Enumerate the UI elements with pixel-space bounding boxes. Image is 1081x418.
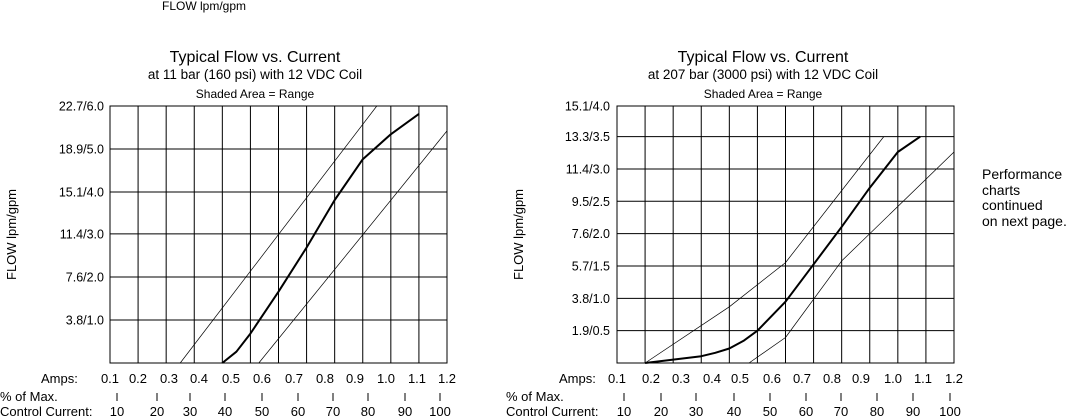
plot-frame [616,105,955,364]
series-line-range [644,136,885,364]
x-tick-label-amps: 0.5 [731,371,749,386]
series-line-nominal [644,135,921,364]
chart-note: Shaded Area = Range [704,87,823,101]
x-tick-label-pct: 10 [617,404,631,418]
y-axis-label: FLOW lpm/gpm [4,189,19,280]
x-tick-label-amps: 0.4 [703,371,721,386]
side-note: Performance charts continued on next pag… [982,166,1067,229]
x-tick-label-pct: 80 [361,404,375,418]
x-tick-label-pct: 40 [727,404,741,418]
x-tick-label-amps: 0.8 [316,371,334,386]
chart-subtitle: at 11 bar (160 psi) with 12 VDC Coil [148,67,362,82]
x-tick-label-amps: 1.2 [438,371,456,386]
header-label: FLOW lpm/gpm [162,0,247,13]
x-tick-label-amps: 0.5 [222,371,240,386]
y-tick-label: 3.8/1.0 [66,313,104,327]
x-tick-label-amps: 0.2 [129,371,147,386]
x-tick-label-pct: 30 [689,404,703,418]
x-tick-label-amps: 0.6 [763,371,781,386]
side-note-line: continued [982,197,1043,213]
y-tick-label: 7.6/2.0 [66,270,104,284]
x-tick-label-pct: 60 [291,404,305,418]
x-tick-label-pct: 70 [834,404,848,418]
x-tick-label-amps: 0.1 [608,371,626,386]
x-axis-label-amps: Amps: [559,371,596,386]
x-tick-label-amps: 0.3 [160,371,178,386]
x-tick-label-pct: 70 [326,404,340,418]
x-tick-label-pct: 100 [429,404,451,418]
y-tick-label: 22.7/6.0 [59,100,104,114]
x-tick-label-amps: 0.7 [793,371,811,386]
y-tick-label: 1.9/0.5 [572,324,610,338]
x-axis-label-control: Control Current: [0,404,92,418]
y-tick-label: 15.1/4.0 [565,100,610,114]
x-tick-label-amps: 0.7 [285,371,303,386]
y-tick-label: 9.5/2.5 [572,195,610,209]
y-tick-label: 13.3/3.5 [565,130,610,144]
x-tick-label-pct: 90 [398,404,412,418]
x-tick-label-pct: 40 [218,404,232,418]
x-axis-label-control: Control Current: [506,404,598,418]
x-tick-label-pct: 50 [255,404,269,418]
x-tick-label-pct: 60 [799,404,813,418]
x-tick-label-amps: 0.3 [672,371,690,386]
x-axis-label-pct: % of Max. [0,389,58,404]
side-note-line: charts [982,181,1021,198]
series-line-range [258,130,448,364]
x-tick-label-amps: 1.1 [408,371,426,386]
x-tick-label-pct: 100 [939,404,961,418]
y-tick-label: 15.1/4.0 [59,186,104,200]
x-tick-label-pct: 80 [870,404,884,418]
x-tick-label-amps: 0.1 [101,371,119,386]
plot-frame [109,105,448,364]
chart-subtitle: at 207 bar (3000 psi) with 12 VDC Coil [648,67,878,82]
x-tick-label-amps: 1.1 [914,371,932,386]
y-tick-label: 11.4/3.0 [566,162,610,176]
series-line-nominal [221,113,420,364]
x-tick-label-pct: 10 [110,404,124,418]
x-tick-label-pct: 20 [654,404,668,418]
series-line-range [179,105,378,364]
chart-note: Shaded Area = Range [196,87,315,101]
x-tick-label-amps: 1.2 [945,371,963,386]
side-note-line: Performance [982,166,1063,182]
x-tick-label-amps: 0.2 [642,371,660,386]
x-tick-label-amps: 0.9 [346,371,364,386]
y-tick-label: 7.6/2.0 [572,227,610,241]
x-tick-label-amps: 0.9 [852,371,870,386]
x-tick-label-amps: 0.8 [823,371,841,386]
x-axis-label-amps: Amps: [41,371,78,386]
y-axis-label: FLOW lpm/gpm [511,189,526,280]
x-tick-label-pct: 90 [906,404,920,418]
chart-title: Typical Flow vs. Current [678,49,849,66]
x-tick-label-amps: 0.4 [190,371,208,386]
y-tick-label: 5.7/1.5 [572,259,610,273]
series-line-range [748,151,955,364]
x-tick-label-amps: 0.6 [253,371,271,386]
x-tick-label-amps: 1.0 [884,371,902,386]
side-note-line: on next page. [982,212,1067,229]
x-tick-label-pct: 20 [150,404,164,418]
y-tick-label: 11.4/3.0 [60,227,104,241]
x-tick-label-pct: 50 [763,404,777,418]
y-tick-label: 18.9/5.0 [59,143,104,157]
x-axis-label-pct: % of Max. [506,389,564,404]
y-tick-label: 3.8/1.0 [572,292,610,306]
chart-title: Typical Flow vs. Current [170,49,341,66]
x-tick-label-pct: 30 [183,404,197,418]
x-tick-label-amps: 1.0 [377,371,395,386]
